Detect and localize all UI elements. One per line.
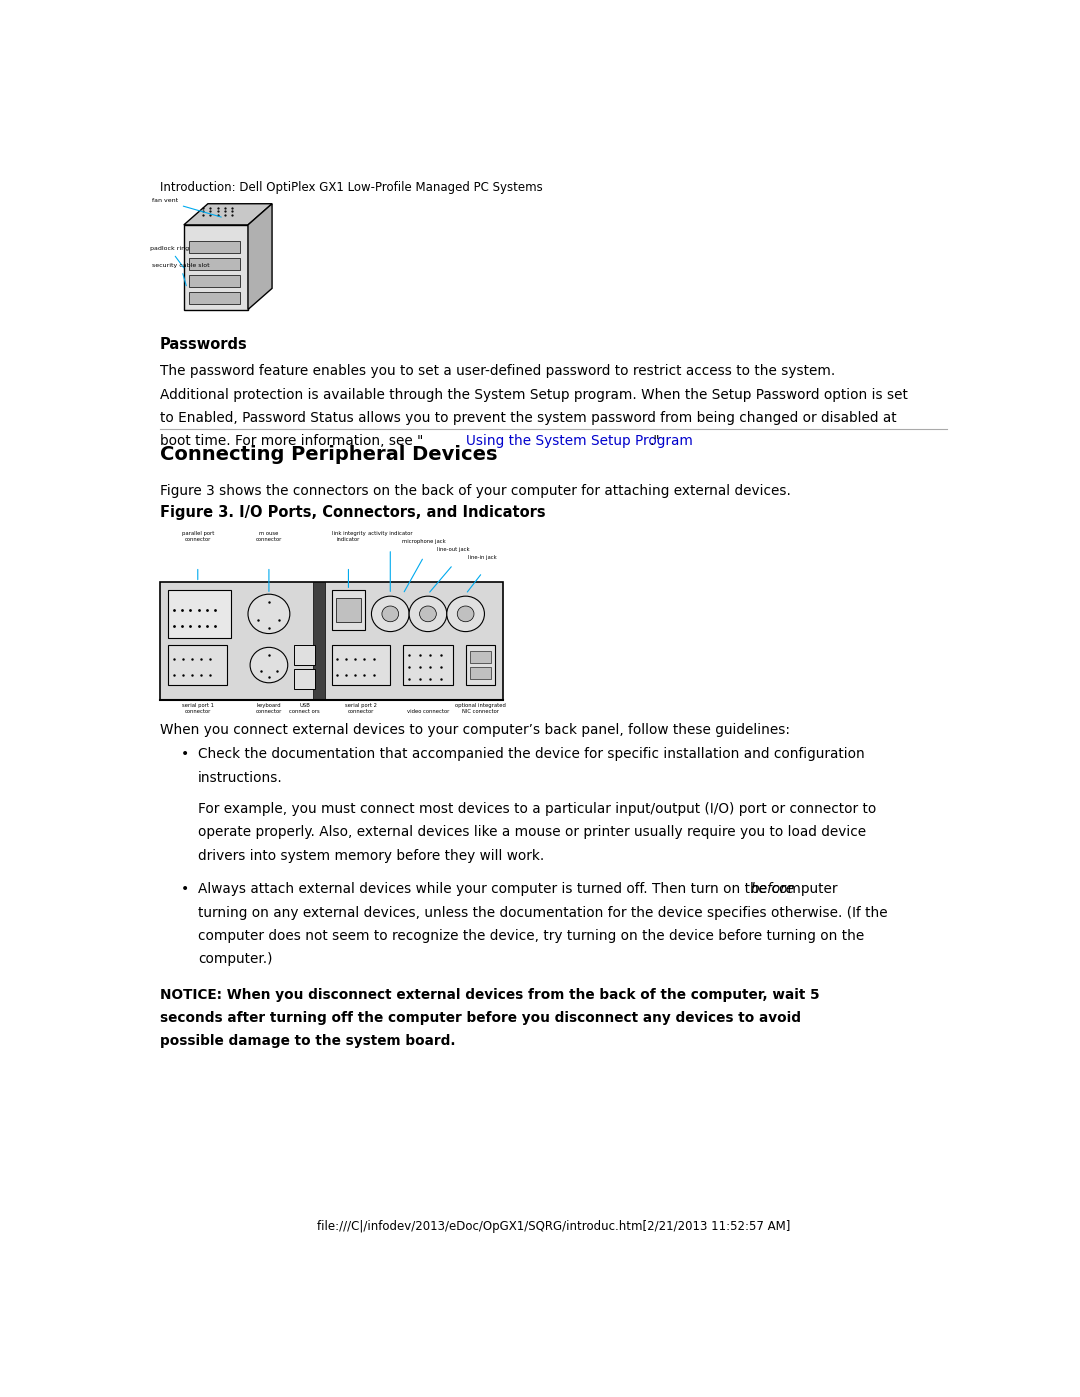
Text: Passwords: Passwords <box>160 337 248 352</box>
Text: turning on any external devices, unless the documentation for the device specifi: turning on any external devices, unless … <box>198 905 888 919</box>
Text: instructions.: instructions. <box>198 771 283 785</box>
Text: to Enabled, Password Status allows you to prevent the system password from being: to Enabled, Password Status allows you t… <box>160 411 896 425</box>
Text: NOTICE: When you disconnect external devices from the back of the computer, wait: NOTICE: When you disconnect external dev… <box>160 988 820 1002</box>
Text: Check the documentation that accompanied the device for specific installation an: Check the documentation that accompanied… <box>198 747 864 761</box>
Text: boot time. For more information, see ": boot time. For more information, see " <box>160 434 423 448</box>
Text: Using the System Setup Program: Using the System Setup Program <box>465 434 692 448</box>
Text: When you connect external devices to your computer’s back panel, follow these gu: When you connect external devices to you… <box>160 722 791 736</box>
Text: drivers into system memory before they will work.: drivers into system memory before they w… <box>198 848 544 862</box>
Text: .": ." <box>650 434 660 448</box>
Text: Figure 3 shows the connectors on the back of your computer for attaching externa: Figure 3 shows the connectors on the bac… <box>160 483 791 497</box>
Text: Figure 3. I/O Ports, Connectors, and Indicators: Figure 3. I/O Ports, Connectors, and Ind… <box>160 506 545 521</box>
Text: computer does not seem to recognize the device, try turning on the device before: computer does not seem to recognize the … <box>198 929 864 943</box>
Text: before: before <box>751 883 794 897</box>
Text: •: • <box>181 747 189 761</box>
Text: Connecting Peripheral Devices: Connecting Peripheral Devices <box>160 446 498 464</box>
Text: •: • <box>181 883 189 897</box>
Text: file:///C|/infodev/2013/eDoc/OpGX1/SQRG/introduc.htm[2/21/2013 11:52:57 AM]: file:///C|/infodev/2013/eDoc/OpGX1/SQRG/… <box>316 1220 791 1232</box>
Text: possible damage to the system board.: possible damage to the system board. <box>160 1034 456 1048</box>
Text: For example, you must connect most devices to a particular input/output (I/O) po: For example, you must connect most devic… <box>198 802 876 816</box>
Text: seconds after turning off the computer before you disconnect any devices to avoi: seconds after turning off the computer b… <box>160 1011 801 1025</box>
Text: Always attach external devices while your computer is turned off. Then turn on t: Always attach external devices while you… <box>198 883 841 897</box>
Text: Additional protection is available through the System Setup program. When the Se: Additional protection is available throu… <box>160 387 908 401</box>
Text: operate properly. Also, external devices like a mouse or printer usually require: operate properly. Also, external devices… <box>198 826 866 840</box>
Text: computer.): computer.) <box>198 951 272 965</box>
Text: Introduction: Dell OptiPlex GX1 Low-Profile Managed PC Systems: Introduction: Dell OptiPlex GX1 Low-Prof… <box>160 182 543 194</box>
Text: The password feature enables you to set a user-defined password to restrict acce: The password feature enables you to set … <box>160 365 835 379</box>
